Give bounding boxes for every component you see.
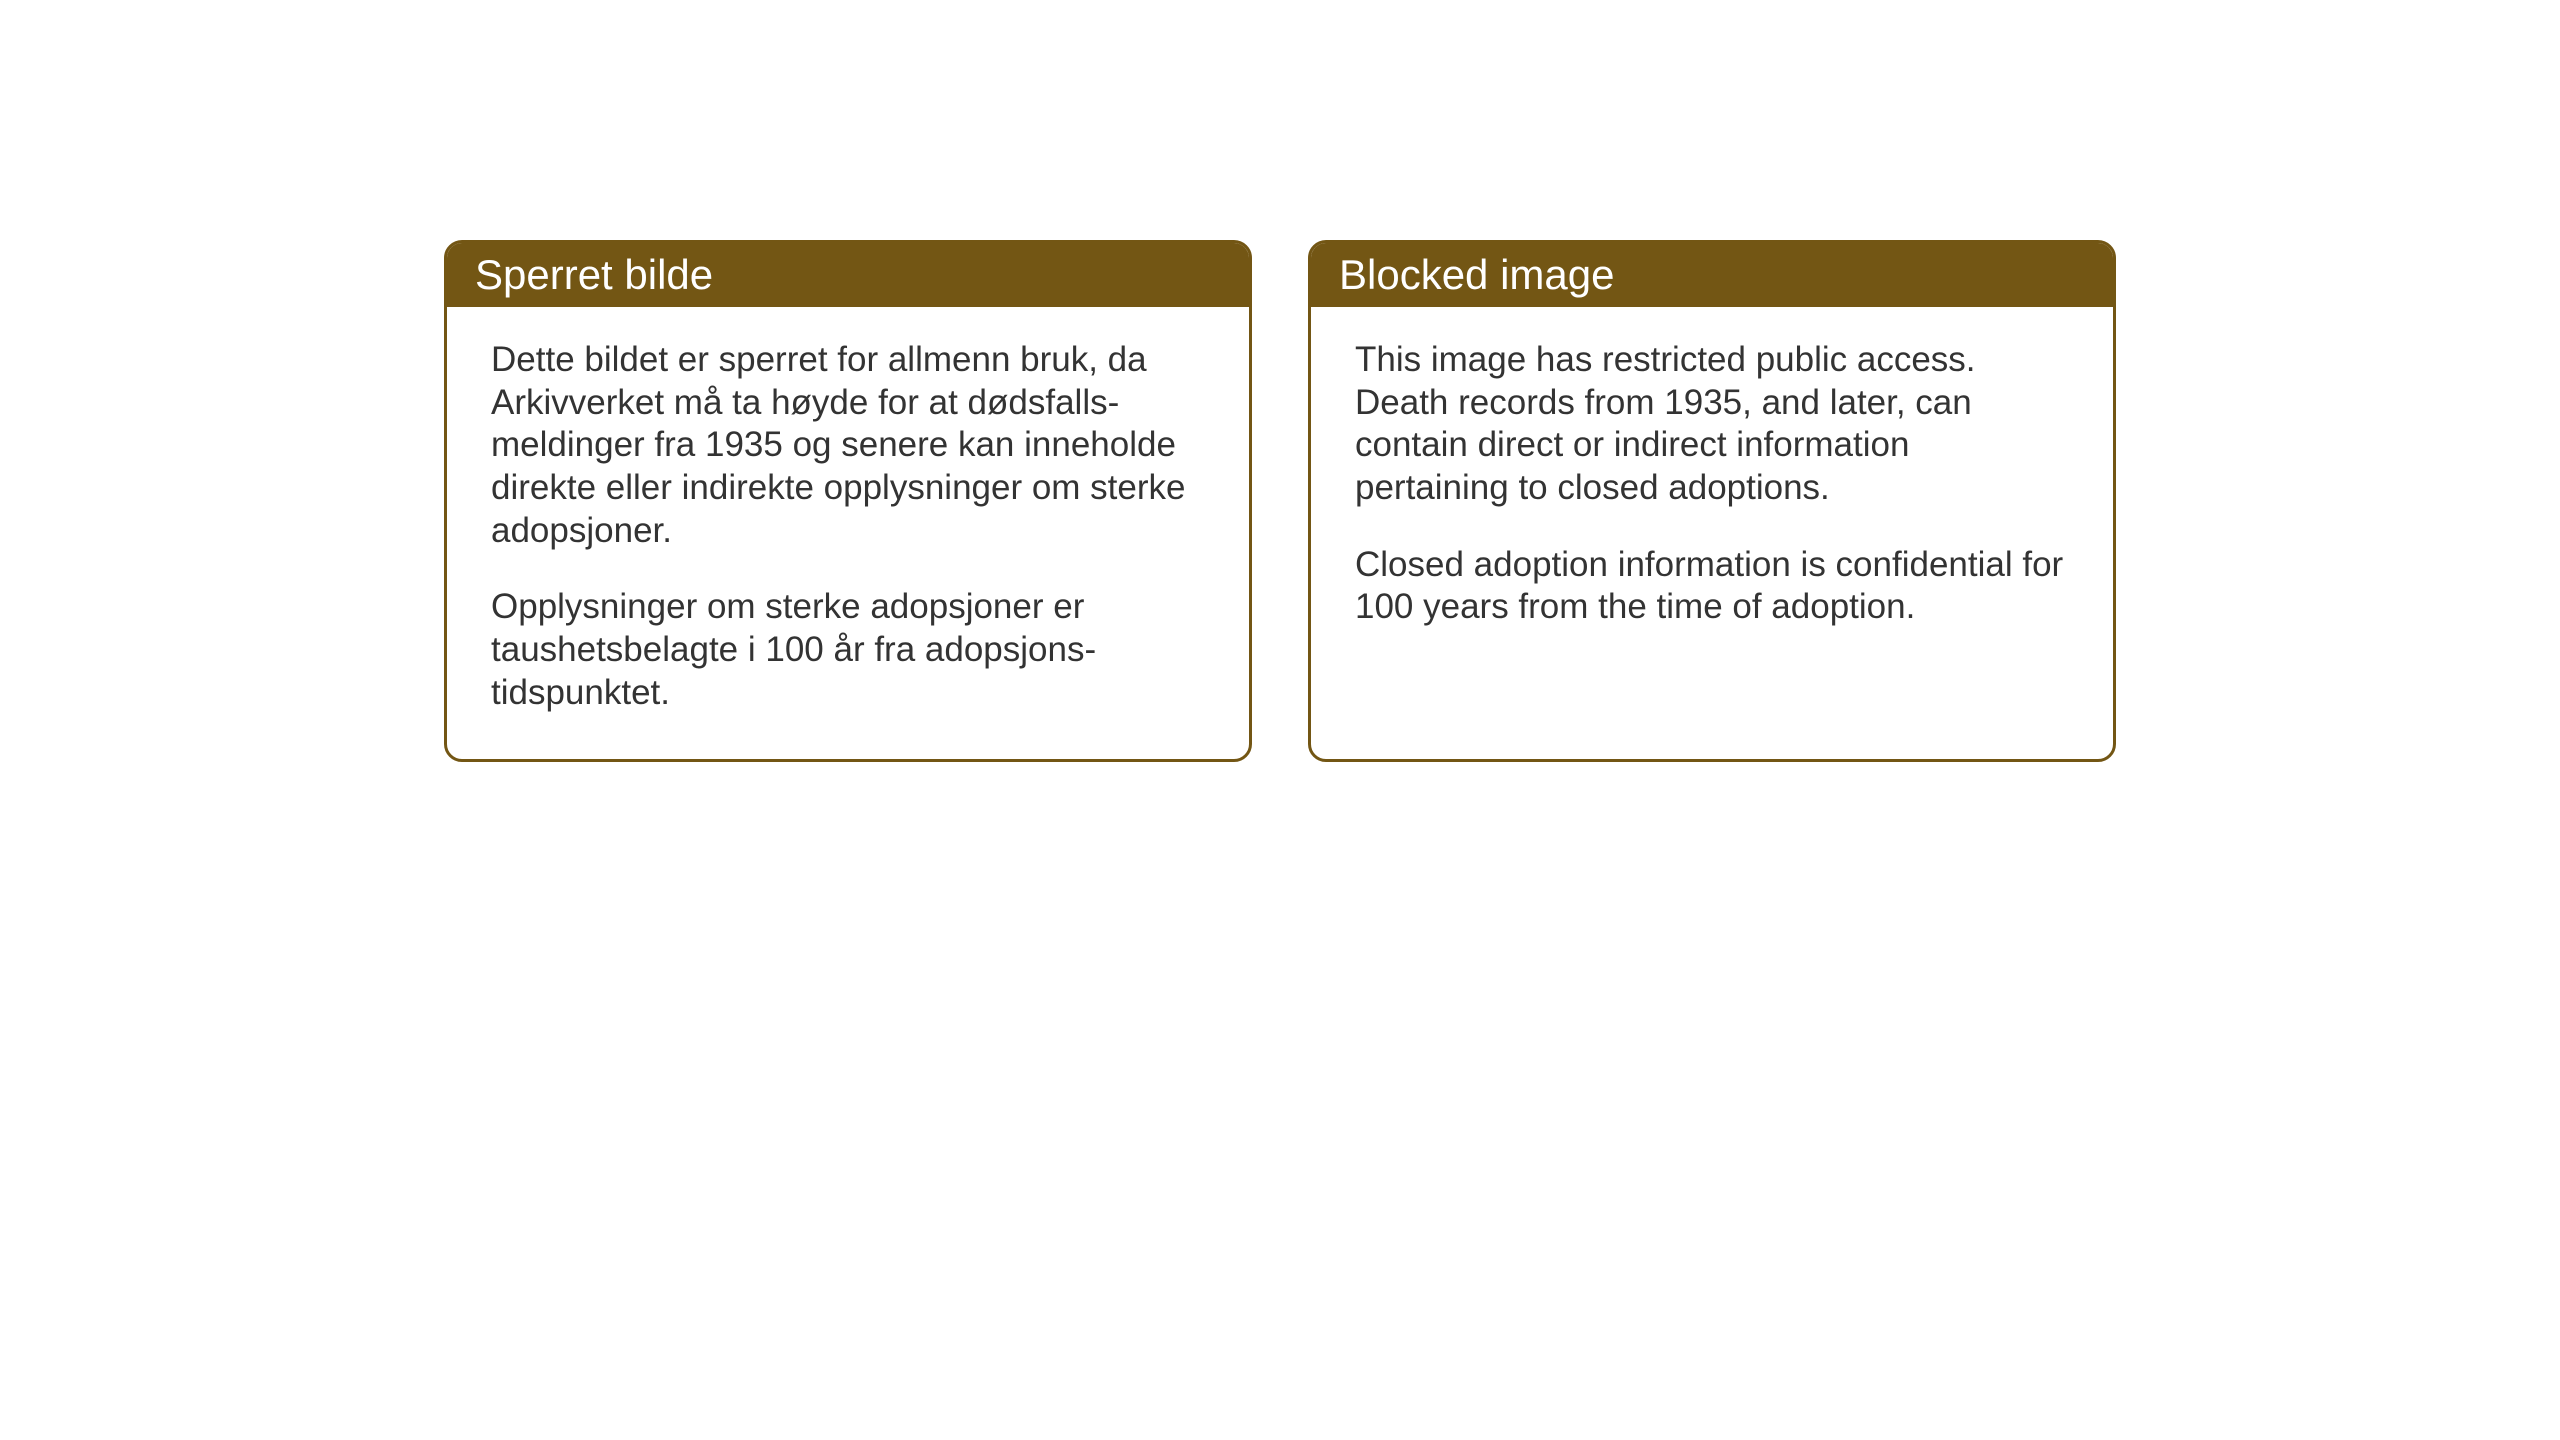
card-norwegian-paragraph-1: Dette bildet er sperret for allmenn bruk… [491,339,1205,552]
card-norwegian-header: Sperret bilde [447,243,1249,307]
card-english-title: Blocked image [1339,251,1614,298]
card-norwegian-title: Sperret bilde [475,251,713,298]
card-norwegian-body: Dette bildet er sperret for allmenn bruk… [447,307,1249,759]
card-norwegian-paragraph-2: Opplysninger om sterke adopsjoner er tau… [491,586,1205,714]
card-english-paragraph-2: Closed adoption information is confident… [1355,544,2069,629]
card-english-body: This image has restricted public access.… [1311,307,2113,673]
card-english: Blocked image This image has restricted … [1308,240,2116,762]
card-english-paragraph-1: This image has restricted public access.… [1355,339,2069,510]
card-english-header: Blocked image [1311,243,2113,307]
card-norwegian: Sperret bilde Dette bildet er sperret fo… [444,240,1252,762]
cards-container: Sperret bilde Dette bildet er sperret fo… [444,240,2116,762]
